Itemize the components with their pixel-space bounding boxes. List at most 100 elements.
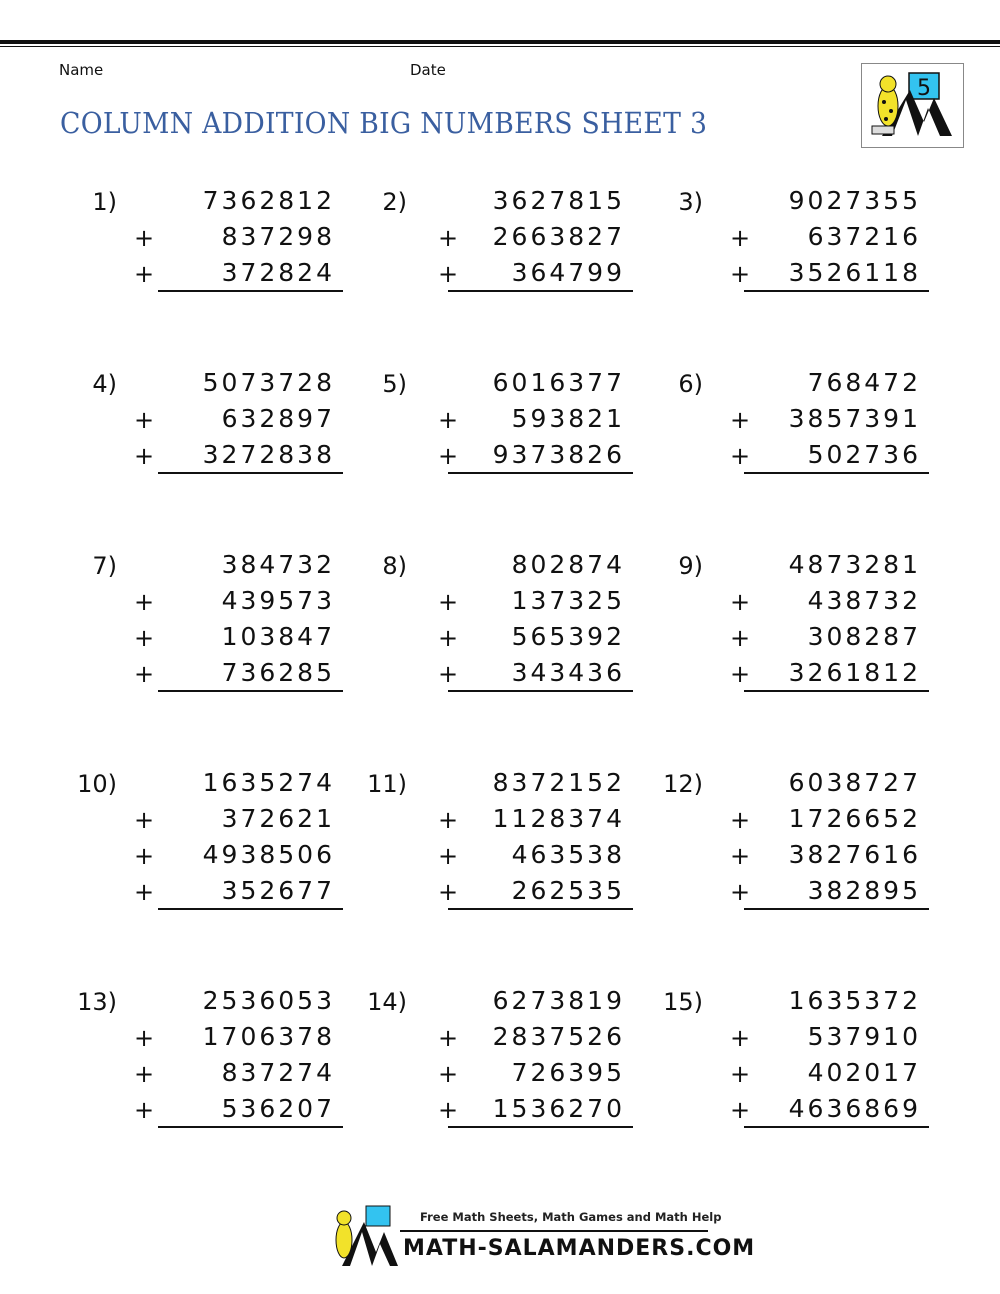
plus-sign: +	[438, 1060, 459, 1088]
answer-line	[158, 290, 343, 292]
plus-sign: +	[438, 842, 459, 870]
plus-sign: +	[438, 1096, 459, 1124]
addend: 372621	[221, 804, 335, 833]
plus-sign: +	[730, 260, 751, 288]
addend: 536207	[221, 1094, 335, 1123]
plus-sign: +	[134, 842, 155, 870]
plus-sign: +	[134, 624, 155, 652]
problem-number: 7)	[92, 552, 117, 580]
addend: 8372152	[492, 768, 625, 797]
addend: 837298	[221, 222, 335, 251]
addend: 1726652	[788, 804, 921, 833]
addend: 802874	[511, 550, 625, 579]
answer-line	[448, 472, 633, 474]
plus-sign: +	[134, 588, 155, 616]
addend: 1536270	[492, 1094, 625, 1123]
problem-number: 1)	[92, 188, 117, 216]
plus-sign: +	[438, 260, 459, 288]
answer-line	[448, 908, 633, 910]
answer-line	[448, 290, 633, 292]
answer-line	[158, 1126, 343, 1128]
plus-sign: +	[730, 806, 751, 834]
addend: 6273819	[492, 986, 625, 1015]
addend: 4938506	[202, 840, 335, 869]
plus-sign: +	[730, 224, 751, 252]
addend: 1706378	[202, 1022, 335, 1051]
plus-sign: +	[730, 660, 751, 688]
footer-logo: Free Math Sheets, Math Games and Math He…	[328, 1204, 754, 1270]
addend: 632897	[221, 404, 335, 433]
problem-number: 12)	[663, 770, 703, 798]
answer-line	[744, 472, 929, 474]
addend: 3261812	[788, 658, 921, 687]
plus-sign: +	[730, 588, 751, 616]
addend: 1128374	[492, 804, 625, 833]
addend: 3272838	[202, 440, 335, 469]
addend: 7362812	[202, 186, 335, 215]
addend: 3827616	[788, 840, 921, 869]
addend: 6038727	[788, 768, 921, 797]
addend: 463538	[511, 840, 625, 869]
addend: 438732	[807, 586, 921, 615]
plus-sign: +	[438, 1024, 459, 1052]
addend: 593821	[511, 404, 625, 433]
addend: 3627815	[492, 186, 625, 215]
addend: 637216	[807, 222, 921, 251]
plus-sign: +	[730, 878, 751, 906]
problem-number: 15)	[663, 988, 703, 1016]
salamander-icon: 5	[871, 72, 952, 136]
plus-sign: +	[730, 442, 751, 470]
addend: 2663827	[492, 222, 625, 251]
addend: 1635274	[202, 768, 335, 797]
addend: 2536053	[202, 986, 335, 1015]
addend: 343436	[511, 658, 625, 687]
answer-line	[744, 290, 929, 292]
addend: 308287	[807, 622, 921, 651]
plus-sign: +	[134, 1060, 155, 1088]
addend: 565392	[511, 622, 625, 651]
addend: 402017	[807, 1058, 921, 1087]
problem-number: 13)	[77, 988, 117, 1016]
salamander-logo: 5	[861, 63, 964, 148]
problem-number: 4)	[92, 370, 117, 398]
plus-sign: +	[438, 806, 459, 834]
top-rule	[0, 40, 1000, 44]
date-label: Date	[410, 61, 446, 79]
addend: 382895	[807, 876, 921, 905]
logo-grade: 5	[917, 76, 931, 101]
plus-sign: +	[134, 878, 155, 906]
salamander-icon	[335, 1205, 398, 1266]
addend: 768472	[807, 368, 921, 397]
addend: 736285	[221, 658, 335, 687]
addend: 439573	[221, 586, 335, 615]
problem-number: 3)	[678, 188, 703, 216]
addend: 726395	[511, 1058, 625, 1087]
answer-line	[158, 472, 343, 474]
addend: 262535	[511, 876, 625, 905]
footer-divider	[400, 1230, 708, 1232]
addend: 3526118	[788, 258, 921, 287]
plus-sign: +	[438, 624, 459, 652]
addend: 2837526	[492, 1022, 625, 1051]
plus-sign: +	[438, 588, 459, 616]
plus-sign: +	[438, 442, 459, 470]
addend: 9373826	[492, 440, 625, 469]
problem-number: 11)	[367, 770, 407, 798]
plus-sign: +	[438, 878, 459, 906]
answer-line	[158, 690, 343, 692]
plus-sign: +	[730, 406, 751, 434]
plus-sign: +	[730, 1024, 751, 1052]
plus-sign: +	[730, 624, 751, 652]
footer-site-name: MATH-SALAMANDERS.COM	[403, 1236, 756, 1261]
addend: 364799	[511, 258, 625, 287]
answer-line	[448, 690, 633, 692]
problem-number: 5)	[382, 370, 407, 398]
problem-number: 8)	[382, 552, 407, 580]
plus-sign: +	[134, 406, 155, 434]
addend: 4636869	[788, 1094, 921, 1123]
addend: 537910	[807, 1022, 921, 1051]
top-rule-thin	[0, 46, 1000, 47]
plus-sign: +	[438, 224, 459, 252]
problem-number: 2)	[382, 188, 407, 216]
plus-sign: +	[730, 1060, 751, 1088]
